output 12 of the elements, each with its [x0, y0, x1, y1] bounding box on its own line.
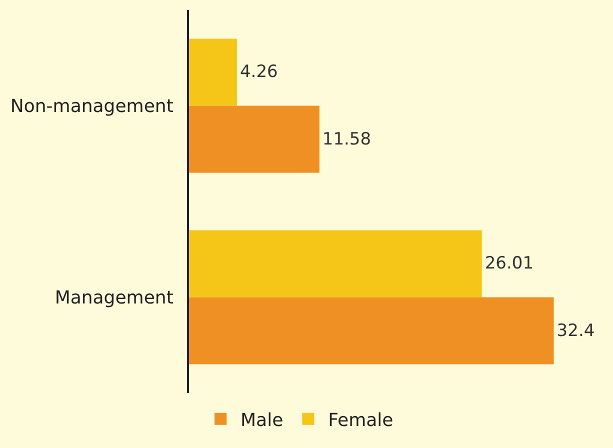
- y-tick-label: Management: [54, 288, 174, 309]
- bar: [189, 297, 554, 364]
- bar: [189, 230, 482, 298]
- y-tick-label: Non-management: [10, 96, 174, 118]
- data-label: 11.58: [322, 129, 372, 150]
- bar: [189, 106, 320, 173]
- data-label: 4.26: [240, 62, 278, 82]
- data-label: 26.01: [484, 254, 534, 274]
- bar: [189, 38, 237, 106]
- legend-label: Female: [328, 410, 394, 431]
- legend-label: Male: [240, 410, 284, 431]
- data-label: 32.4: [556, 320, 595, 341]
